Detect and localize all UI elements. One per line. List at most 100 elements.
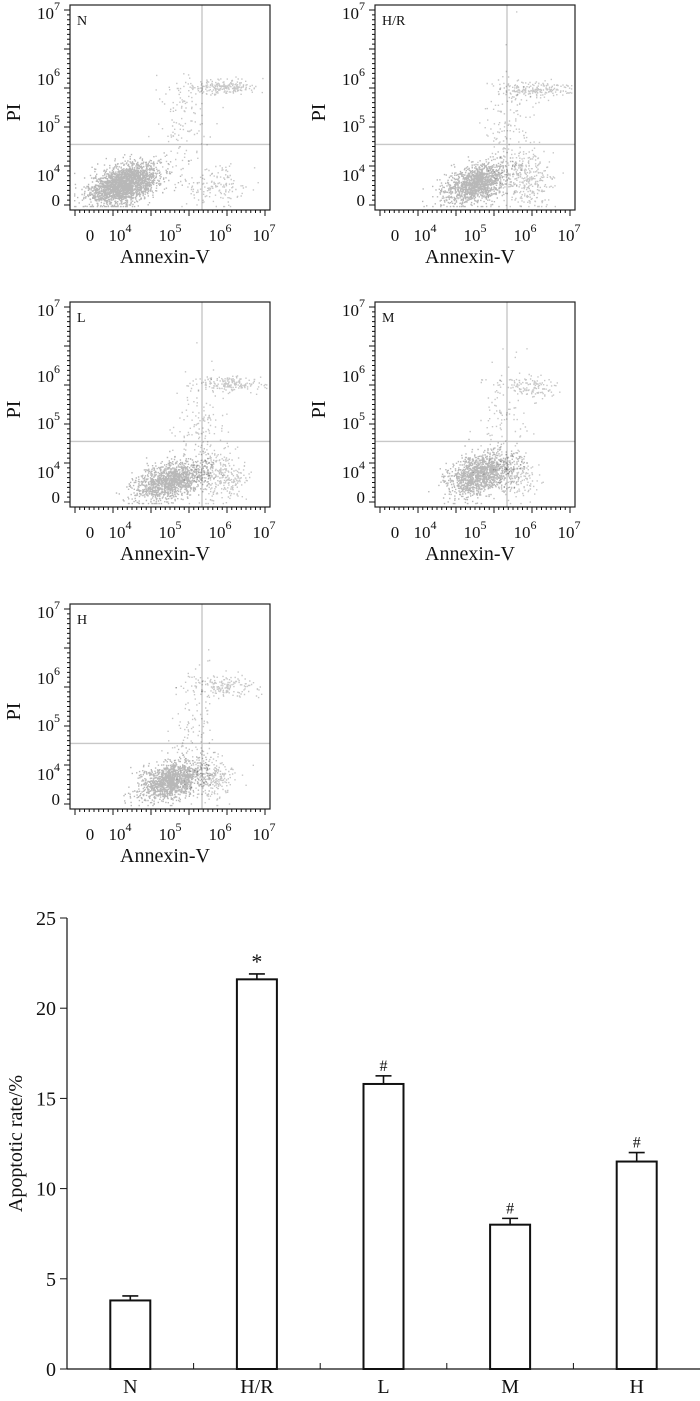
bar-n bbox=[109, 1299, 152, 1370]
x-tick-label: 104 bbox=[109, 221, 132, 245]
x-axis-ticks bbox=[379, 210, 571, 216]
bar-category-label: M bbox=[501, 1376, 519, 1398]
population-viable bbox=[422, 151, 524, 208]
x-tick-label: 0 bbox=[391, 523, 400, 542]
x-tick-label: 104 bbox=[414, 518, 437, 542]
y-tick-label: 106 bbox=[342, 65, 365, 89]
population-viable bbox=[123, 747, 219, 807]
event-points bbox=[422, 11, 573, 208]
y-axis-ticks bbox=[369, 306, 375, 503]
population-viable bbox=[74, 152, 190, 208]
y-tick-label: 0 bbox=[357, 488, 366, 507]
y-tick-label: 105 bbox=[37, 409, 60, 433]
y-tick-label: 0 bbox=[357, 191, 366, 210]
event-marks bbox=[493, 137, 564, 208]
y-tick-label: 105 bbox=[342, 112, 365, 136]
y-tick-label: 107 bbox=[37, 598, 60, 622]
population-early bbox=[191, 442, 252, 505]
y-axis-label: PI bbox=[3, 703, 25, 721]
flow-panel-hr: H/R 0 104 105 106 107 0 104 105 106 107 Annexin-V PI bbox=[308, 0, 581, 268]
bar-y-tick-label: 5 bbox=[46, 1269, 56, 1291]
bar-h bbox=[615, 1160, 658, 1371]
y-tick-label: 106 bbox=[37, 664, 60, 688]
panel-label: N bbox=[77, 14, 87, 29]
x-tick-label: 107 bbox=[558, 221, 581, 245]
y-tick-label: 0 bbox=[52, 790, 61, 809]
event-marks bbox=[115, 443, 246, 505]
bar-y-tick-label: 15 bbox=[36, 1088, 56, 1110]
population-viable bbox=[428, 438, 526, 505]
y-tick-label: 107 bbox=[37, 296, 60, 320]
significance-mark: # bbox=[506, 1200, 514, 1217]
x-tick-label: 106 bbox=[514, 518, 537, 542]
x-tick-label: 105 bbox=[464, 221, 487, 245]
event-marks bbox=[486, 78, 573, 104]
event-marks bbox=[161, 649, 215, 795]
y-axis-label: PI bbox=[3, 104, 25, 122]
y-tick-label: 0 bbox=[52, 191, 61, 210]
y-axis-label: PI bbox=[308, 104, 330, 122]
population-early bbox=[180, 163, 259, 208]
event-marks bbox=[469, 348, 540, 505]
y-tick-label: 105 bbox=[342, 409, 365, 433]
y-tick-label: 106 bbox=[37, 362, 60, 386]
x-tick-label: 104 bbox=[109, 518, 132, 542]
y-tick-label: 104 bbox=[37, 161, 60, 185]
x-axis-label: Annexin-V bbox=[120, 246, 211, 268]
bar-l bbox=[362, 1082, 405, 1371]
population-early bbox=[190, 747, 254, 807]
y-axis-label: PI bbox=[308, 401, 330, 419]
event-marks bbox=[428, 438, 526, 505]
population-late bbox=[480, 372, 561, 407]
y-tick-label: 107 bbox=[342, 296, 365, 320]
flow-panel-l: L 0 104 105 106 107 0 104 105 106 107 Annexin-V PI bbox=[3, 296, 276, 565]
y-tick-label: 107 bbox=[342, 0, 365, 23]
bar-category-label: N bbox=[123, 1376, 137, 1398]
event-marks bbox=[190, 747, 254, 807]
y-tick-label: 106 bbox=[342, 362, 365, 386]
x-tick-label: 106 bbox=[209, 221, 232, 245]
x-tick-label: 107 bbox=[253, 221, 276, 245]
population-late bbox=[486, 78, 573, 104]
x-axis-ticks bbox=[74, 809, 266, 815]
event-points bbox=[115, 342, 268, 505]
bar-category-label: L bbox=[377, 1376, 389, 1398]
x-tick-label: 105 bbox=[159, 518, 182, 542]
x-axis-ticks bbox=[74, 210, 266, 216]
y-axis-ticks bbox=[64, 306, 70, 503]
event-marks bbox=[123, 747, 219, 807]
x-tick-label: 104 bbox=[414, 221, 437, 245]
flow-panel-n: N 0 104 105 106 107 0 104 105 106 107 Annexin-V PI bbox=[3, 0, 276, 268]
population-early bbox=[483, 449, 544, 505]
panel-label: M bbox=[382, 311, 395, 326]
bar-y-tick-label: 10 bbox=[36, 1179, 56, 1201]
panel-label: H bbox=[77, 613, 87, 628]
population-viable bbox=[115, 443, 246, 505]
y-tick-label: 104 bbox=[37, 458, 60, 482]
x-tick-label: 105 bbox=[159, 221, 182, 245]
x-axis-label: Annexin-V bbox=[120, 845, 211, 867]
significance-mark: * bbox=[251, 949, 262, 974]
x-tick-label: 107 bbox=[253, 518, 276, 542]
y-tick-label: 0 bbox=[52, 488, 61, 507]
population-late bbox=[159, 76, 264, 100]
x-axis-ticks bbox=[74, 507, 266, 513]
y-axis-label: PI bbox=[3, 401, 25, 419]
population-bridge bbox=[161, 649, 215, 795]
panel-label: L bbox=[77, 311, 86, 326]
bar-category-label: H/R bbox=[240, 1376, 274, 1398]
bar-chart: 0 5 10 15 20 25 N H/R * L # M # H # Apoptotic rate/% bbox=[5, 908, 700, 1398]
event-marks bbox=[422, 151, 524, 208]
event-marks bbox=[74, 152, 190, 208]
x-tick-label: 105 bbox=[159, 820, 182, 844]
event-marks bbox=[186, 375, 268, 397]
x-axis-label: Annexin-V bbox=[120, 543, 211, 565]
x-tick-label: 104 bbox=[109, 820, 132, 844]
y-tick-label: 104 bbox=[342, 458, 365, 482]
significance-mark: # bbox=[380, 1058, 388, 1075]
event-marks bbox=[180, 163, 259, 208]
flow-panel-m: M 0 104 105 106 107 0 104 105 106 107 Annexin-V PI bbox=[308, 296, 581, 565]
significance-mark: # bbox=[633, 1135, 641, 1152]
event-marks bbox=[480, 372, 561, 407]
